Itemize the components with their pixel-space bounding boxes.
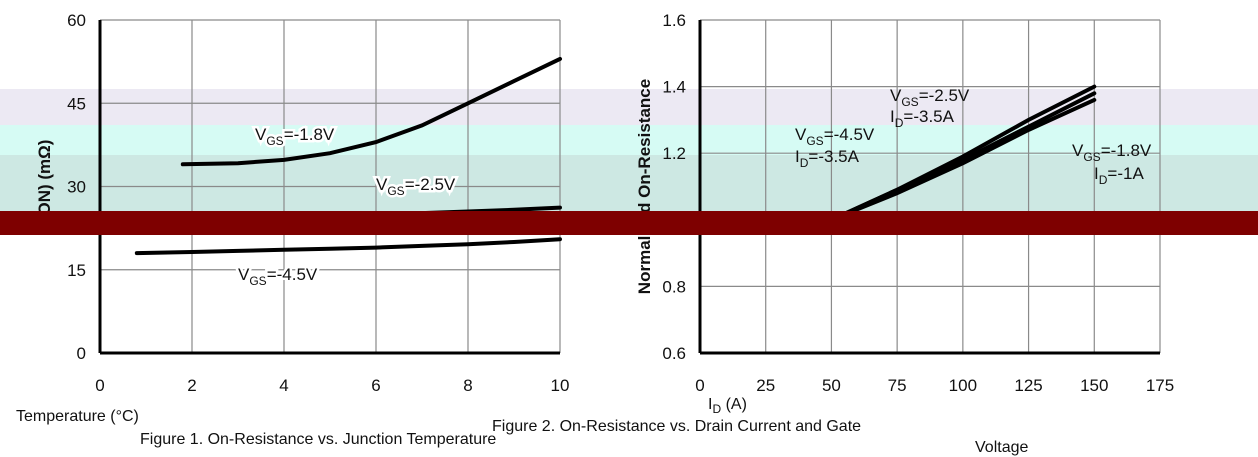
right-y-tick-label: 1.4 xyxy=(662,78,686,97)
right-series-line-2 xyxy=(829,97,1097,222)
right-x-tick-label: 25 xyxy=(756,376,775,395)
right-series-label: VGS=-2.5V xyxy=(890,86,970,109)
right-y-axis-label: Normalized On-Resistance xyxy=(635,79,654,294)
right-series-label: ID=-1A xyxy=(1094,164,1144,187)
left-y-tick-label: 15 xyxy=(67,261,86,280)
right-x-tick-label: 100 xyxy=(949,376,977,395)
right-series-line-1 xyxy=(829,91,1097,222)
right-series-label: VGS=-1.8V xyxy=(1072,141,1152,164)
left-x-tick-label: 6 xyxy=(371,376,380,395)
right-y-tick-label: 0.8 xyxy=(662,277,686,296)
left-x-tick-label: 0 xyxy=(95,376,104,395)
right-x-tick-label: 150 xyxy=(1080,376,1108,395)
right-x-axis-label: ID (A) xyxy=(708,396,747,416)
left-y-tick-label: 0 xyxy=(77,344,86,363)
right-x-tick-label: 125 xyxy=(1014,376,1042,395)
left-series-label: VGS=-4.5V xyxy=(238,265,318,288)
right-y-tick-label: 0.6 xyxy=(662,344,686,363)
overlay-band-red xyxy=(0,211,1258,235)
left-x-tick-label: 2 xyxy=(187,376,196,395)
left-series-line-0 xyxy=(180,56,562,167)
left-y-tick-label: 30 xyxy=(67,178,86,197)
overlay-band-cyan xyxy=(0,125,1258,155)
left-y-axis-label: R(ON) (mΩ) xyxy=(35,140,54,234)
left-x-tick-label: 4 xyxy=(279,376,288,395)
right-figure-caption-line2: Voltage xyxy=(975,439,1029,456)
left-series-line-2 xyxy=(134,237,562,256)
right-series-label: ID=-3.5A xyxy=(890,107,955,130)
right-x-axis-label-sub: D xyxy=(712,402,722,417)
left-x-tick-label: 10 xyxy=(551,376,570,395)
right-y-tick-label: 1.6 xyxy=(662,11,686,30)
right-series-label: VGS=-4.5V xyxy=(795,125,875,148)
left-y-tick-label: 45 xyxy=(67,94,86,113)
right-x-axis-label-unit: (A) xyxy=(721,396,747,413)
left-series-label: VGS=-1.8V xyxy=(255,125,335,148)
right-x-tick-label: 75 xyxy=(888,376,907,395)
right-x-tick-label: 50 xyxy=(822,376,841,395)
right-series-label: ID=-3.5A xyxy=(795,147,860,170)
right-x-axis-label-main: I xyxy=(708,396,713,413)
left-x-axis-label: Temperature (°C) xyxy=(16,408,139,425)
right-y-tick-label: 1.2 xyxy=(662,144,686,163)
left-y-tick-label: 60 xyxy=(67,11,86,30)
left-x-tick-label: 8 xyxy=(463,376,472,395)
left-series-label: VGS=-2.5V xyxy=(376,175,456,198)
left-figure-caption: Figure 1. On-Resistance vs. Junction Tem… xyxy=(140,431,497,448)
right-figure-caption: Figure 2. On-Resistance vs. Drain Curren… xyxy=(492,418,862,435)
right-x-tick-label: 0 xyxy=(695,376,704,395)
right-x-tick-label: 175 xyxy=(1146,376,1174,395)
